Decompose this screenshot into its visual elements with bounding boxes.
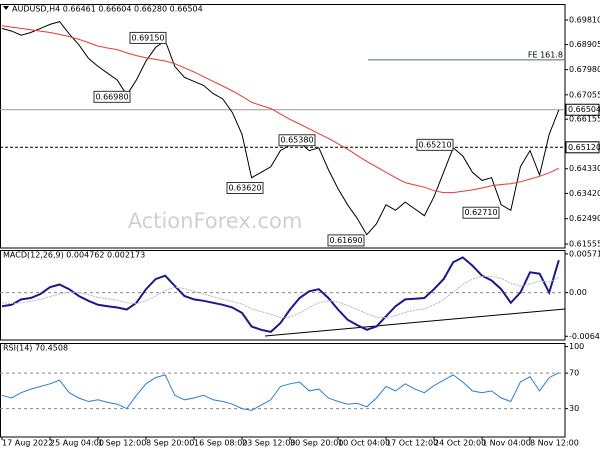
fe-label: FE 161.8: [528, 50, 563, 59]
axis-price-label: 0.66504: [568, 105, 600, 114]
y-tick-label: 0.66155: [569, 115, 600, 124]
axis-price-box: [565, 141, 600, 154]
price-annotation-box: [278, 134, 316, 147]
price-annotation-box: [129, 31, 167, 44]
axis-price-box: [565, 103, 600, 116]
x-tick-label: 10 Oct 04:00: [338, 439, 390, 448]
price-annotation: 0.61690: [329, 236, 362, 245]
y-tick-label: 0.62490: [569, 214, 600, 223]
price-annotation: 0.62710: [464, 208, 497, 217]
x-tick-label: 16 Sep 08:00: [194, 439, 247, 448]
x-tick-label: 1 Nov 04:00: [482, 439, 531, 448]
price-annotation: 0.65380: [280, 136, 313, 145]
y-tick-label: 0.005717: [569, 249, 600, 258]
series-line: [1, 21, 560, 236]
y-tick-label: -0.006451: [569, 332, 600, 341]
price-annotation-box: [462, 206, 500, 219]
series-line: [1, 25, 560, 194]
title-marker: [3, 6, 9, 10]
price-annotation: 0.65210: [418, 140, 451, 149]
y-tick-label: 0.69810: [569, 16, 600, 25]
price-annotation-box: [226, 182, 264, 195]
y-tick-label: 0.00: [569, 288, 587, 297]
panel-title: MACD(12,26,9) 0.004762 0.002173: [3, 251, 145, 260]
price-annotation: 0.63620: [228, 184, 261, 193]
x-tick-label: 24 Oct 20:00: [434, 439, 486, 448]
price-annotation: 0.66980: [95, 92, 128, 101]
price-panel-frame: [0, 4, 566, 249]
watermark: ActionForex.com: [128, 209, 303, 233]
price-annotation-box: [327, 234, 365, 247]
y-tick-label: 0.61555: [569, 240, 600, 249]
y-tick-label: 0.67980: [569, 65, 600, 74]
y-tick-label: 30: [569, 404, 579, 413]
rsi-panel-frame: [0, 343, 566, 438]
macd-panel-frame: [0, 250, 566, 341]
y-tick-label: 0.63420: [569, 189, 600, 198]
panel-title: RSI(14) 70.4508: [3, 344, 68, 353]
x-tick-label: 17 Aug 2022: [2, 439, 53, 448]
series-line: [1, 256, 560, 333]
x-tick-label: 17 Oct 12:00: [386, 439, 438, 448]
macd-trendline: [264, 308, 566, 337]
series-line: [1, 275, 559, 319]
y-tick-label: 0.67055: [569, 90, 600, 99]
x-tick-label: 30 Sep 20:00: [290, 439, 343, 448]
series-line: [1, 372, 560, 411]
price-annotation-box: [93, 90, 131, 103]
x-tick-label: 1 Sep 12:00: [98, 439, 146, 448]
axis-price-label: 0.65120: [568, 143, 600, 152]
y-tick-label: 70: [569, 369, 579, 378]
y-tick-label: 100: [569, 342, 584, 351]
x-tick-label: 8 Nov 12:00: [530, 439, 579, 448]
x-tick-label: 25 Aug 04:00: [50, 439, 104, 448]
x-tick-label: 23 Sep 12:00: [242, 439, 295, 448]
price-annotation: 0.69150: [131, 33, 164, 42]
price-annotation-box: [416, 138, 454, 151]
panel-title: AUDUSD,H4 0.66461 0.66604 0.66280 0.6650…: [12, 5, 203, 14]
y-tick-label: 0.68905: [569, 40, 600, 49]
x-tick-label: 8 Sep 20:00: [146, 439, 194, 448]
y-tick-label: 0.64330: [569, 164, 600, 173]
